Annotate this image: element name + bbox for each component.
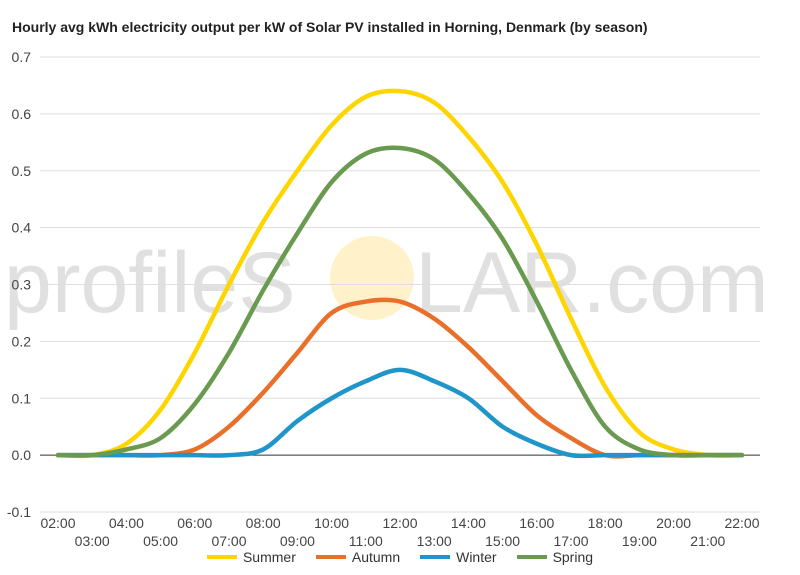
x-tick-label: 10:00 — [314, 515, 349, 531]
x-tick-label: 09:00 — [280, 533, 315, 549]
y-tick-label: 0.3 — [12, 277, 32, 293]
x-tick-label: 13:00 — [417, 533, 452, 549]
x-tick-label: 22:00 — [724, 515, 759, 531]
legend-label: Autumn — [352, 549, 400, 565]
legend-swatch — [207, 555, 237, 559]
y-tick-label: 0.4 — [12, 220, 32, 236]
x-tick-label: 14:00 — [451, 515, 486, 531]
legend-label: Spring — [553, 549, 593, 565]
x-tick-label: 12:00 — [382, 515, 417, 531]
y-tick-label: 0.2 — [12, 333, 32, 349]
x-tick-label: 02:00 — [40, 515, 75, 531]
x-tick-label: 20:00 — [656, 515, 691, 531]
series-line-summer — [58, 91, 742, 456]
x-tick-label: 06:00 — [177, 515, 212, 531]
legend-swatch — [517, 555, 547, 559]
legend-item-summer[interactable]: Summer — [207, 549, 296, 565]
y-tick-label: -0.1 — [7, 504, 31, 520]
x-tick-label: 15:00 — [485, 533, 520, 549]
x-tick-label: 18:00 — [588, 515, 623, 531]
legend-swatch — [316, 555, 346, 559]
y-tick-label: 0.1 — [12, 390, 32, 406]
x-tick-label: 19:00 — [622, 533, 657, 549]
x-tick-label: 21:00 — [690, 533, 725, 549]
legend: Summer Autumn Winter Spring — [0, 549, 800, 565]
x-tick-label: 11:00 — [349, 533, 383, 549]
legend-item-spring[interactable]: Spring — [517, 549, 593, 565]
y-tick-label: 0.7 — [12, 49, 32, 65]
legend-label: Winter — [456, 549, 496, 565]
legend-label: Summer — [243, 549, 296, 565]
x-tick-label: 07:00 — [211, 533, 246, 549]
x-tick-label: 04:00 — [109, 515, 144, 531]
y-tick-label: 0.5 — [12, 163, 32, 179]
y-tick-label: 0.6 — [12, 106, 32, 122]
y-tick-label: 0.0 — [12, 447, 32, 463]
x-tick-label: 16:00 — [519, 515, 554, 531]
x-tick-label: 03:00 — [75, 533, 110, 549]
x-tick-label: 17:00 — [553, 533, 588, 549]
x-tick-label: 08:00 — [246, 515, 281, 531]
legend-item-winter[interactable]: Winter — [420, 549, 496, 565]
x-tick-label: 05:00 — [143, 533, 178, 549]
legend-swatch — [420, 555, 450, 559]
legend-item-autumn[interactable]: Autumn — [316, 549, 400, 565]
